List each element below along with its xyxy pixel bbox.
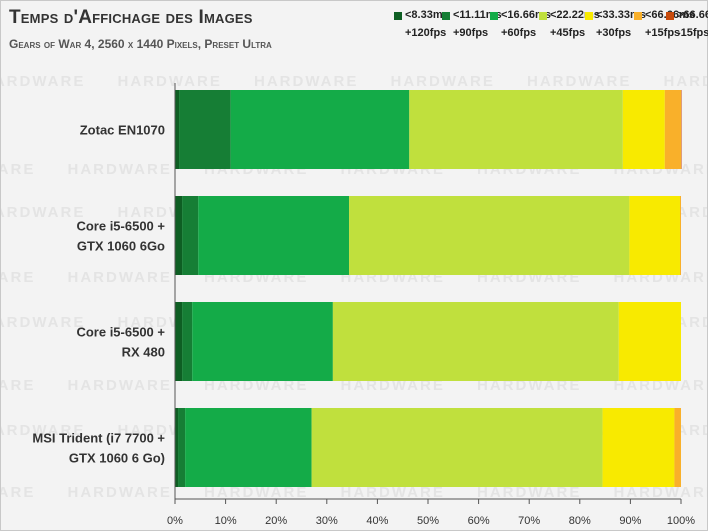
- bar-segment: [679, 196, 681, 275]
- legend-label: <16.66ms: [501, 9, 551, 21]
- bar-segment: [622, 90, 665, 169]
- x-tick-label: 40%: [366, 515, 388, 527]
- category-label: Zotac EN1070: [80, 123, 165, 138]
- chart-title: Temps d'Affichage des Images: [9, 7, 253, 28]
- legend-swatch: [539, 12, 547, 20]
- legend-label-fps: +120fps: [405, 27, 447, 39]
- x-tick-label: 50%: [417, 515, 439, 527]
- bar-segment: [198, 196, 350, 275]
- chart-subtitle: Gears of War 4, 2560 x 1440 Pixels, Pres…: [9, 37, 272, 51]
- category-label: Core i5-6500 +: [76, 219, 165, 234]
- legend-swatch: [666, 12, 674, 20]
- bar-segment: [182, 302, 193, 381]
- legend: <8.33ms +120fps <11.11ms +90fps <16.66ms +60f…: [1, 1, 708, 61]
- x-tick-label: 0%: [167, 515, 183, 527]
- legend-label: <11.11ms: [453, 9, 502, 21]
- bar-segment: [175, 90, 180, 169]
- x-tick-label: 70%: [518, 515, 540, 527]
- x-tick-label: 90%: [619, 515, 641, 527]
- x-tick-label: 20%: [265, 515, 287, 527]
- bar-segment: [332, 302, 619, 381]
- legend-swatch: [394, 12, 402, 20]
- bar-segment: [602, 408, 675, 487]
- legend-label-fps: -15fps: [677, 27, 708, 39]
- legend-swatch: [490, 12, 498, 20]
- bar-segment: [629, 196, 680, 275]
- category-label: Core i5-6500 +: [76, 325, 165, 340]
- bar-segment: [349, 196, 630, 275]
- bar-segment: [185, 408, 312, 487]
- bar-segment: [182, 196, 199, 275]
- category-label: GTX 1060 6Go: [77, 239, 165, 254]
- x-tick-label: 80%: [569, 515, 591, 527]
- bar-segment: [674, 408, 681, 487]
- bar-segment: [311, 408, 603, 487]
- bar-segment: [179, 90, 231, 169]
- bar-segment: [192, 302, 333, 381]
- category-label: RX 480: [122, 345, 165, 360]
- bar-segment: [175, 408, 179, 487]
- legend-swatch: [585, 12, 593, 20]
- legend-label-fps: +45fps: [550, 27, 586, 39]
- bar-segment: [681, 90, 682, 169]
- x-tick-label: 10%: [215, 515, 237, 527]
- bar-segment: [175, 196, 183, 275]
- bar-segment: [178, 408, 186, 487]
- x-tick-label: 100%: [667, 515, 695, 527]
- x-tick-label: 30%: [316, 515, 338, 527]
- legend-label-fps: +30fps: [596, 27, 632, 39]
- legend-label: <8.33ms: [405, 9, 449, 21]
- legend-label: <33.33ms: [596, 9, 646, 21]
- category-label: MSI Trident (i7 7700 +: [32, 431, 165, 446]
- bar-segment: [409, 90, 623, 169]
- legend-label-fps: +15fps: [645, 27, 681, 39]
- legend-label: >66.66ms: [677, 9, 708, 21]
- legend-swatch: [442, 12, 450, 20]
- legend-swatch: [634, 12, 642, 20]
- bar-segment: [664, 90, 681, 169]
- category-label: GTX 1060 6 Go): [69, 451, 165, 466]
- bar-segment: [175, 302, 183, 381]
- legend-label-fps: +60fps: [501, 27, 537, 39]
- x-tick-label: 60%: [468, 515, 490, 527]
- bar-segment: [230, 90, 410, 169]
- bar-segment: [618, 302, 681, 381]
- legend-label-fps: +90fps: [453, 27, 489, 39]
